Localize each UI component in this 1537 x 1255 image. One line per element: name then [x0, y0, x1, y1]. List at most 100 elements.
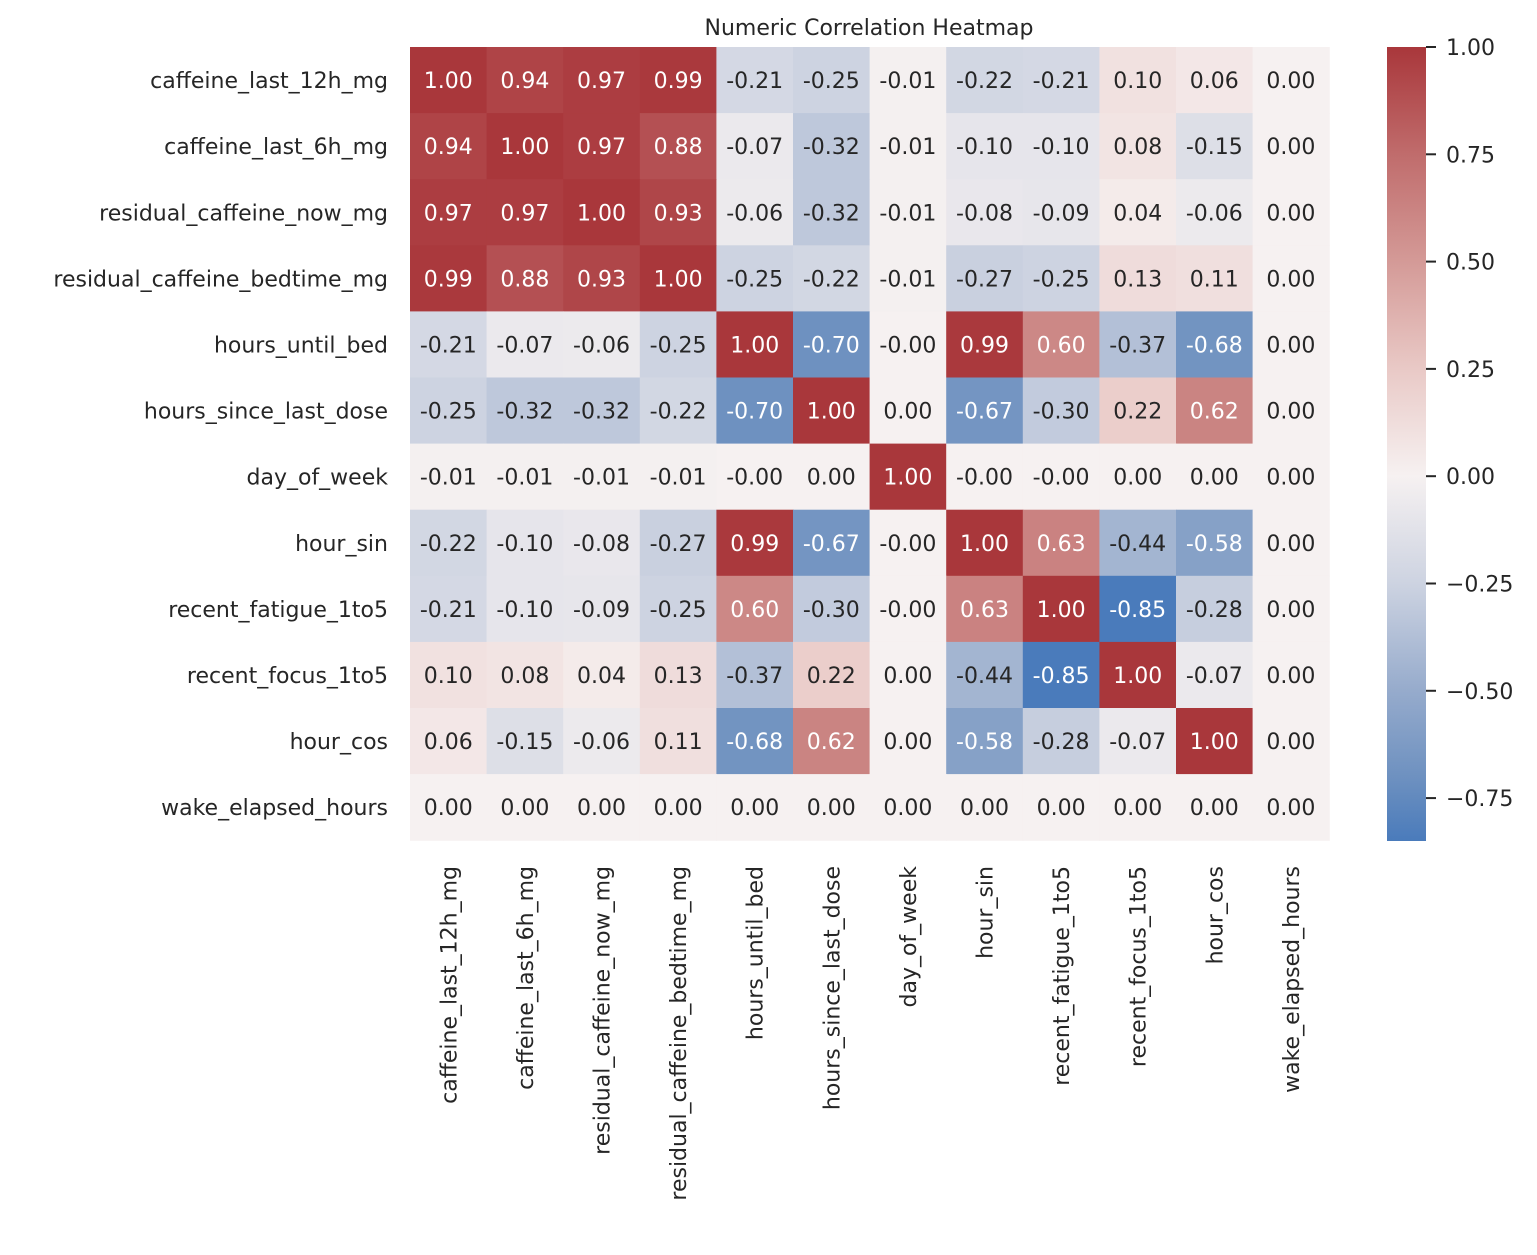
- heatmap-cell: [716, 311, 794, 379]
- cell-annotation: 0.97: [577, 135, 626, 160]
- cell-annotation: 1.00: [1113, 664, 1162, 689]
- heatmap-cell: [410, 774, 488, 841]
- heatmap-cell: [563, 708, 641, 775]
- heatmap-cell: [1252, 575, 1330, 643]
- heatmap-cell: [1252, 113, 1330, 180]
- heatmap-cell: [946, 311, 1024, 379]
- cell-annotation: 0.60: [730, 598, 779, 623]
- cell-annotation: 0.11: [654, 730, 703, 755]
- cell-annotation: 1.00: [500, 135, 549, 160]
- heatmap-cell: [1099, 245, 1177, 312]
- heatmap-cell: [1099, 575, 1177, 643]
- heatmap-cell: [793, 774, 871, 841]
- heatmap-cell: [946, 708, 1024, 775]
- x-tick-label: residual_caffeine_bedtime_mg: [667, 866, 692, 1201]
- cell-annotation: 0.00: [1266, 333, 1315, 358]
- x-tick-label: caffeine_last_12h_mg: [437, 866, 462, 1104]
- heatmap-cell: [1176, 179, 1254, 246]
- heatmap-cell: [563, 113, 641, 180]
- heatmap-cell: [716, 708, 794, 775]
- heatmap-cell: [946, 575, 1024, 643]
- cell-annotation: 0.10: [424, 664, 473, 689]
- heatmap-cell: [410, 311, 488, 379]
- heatmap-cell: [639, 575, 717, 643]
- cell-annotation: 0.00: [1266, 598, 1315, 623]
- heatmap-cell: [1022, 113, 1100, 180]
- cell-annotation: 0.10: [1113, 69, 1162, 94]
- cell-annotation: -0.25: [420, 400, 477, 425]
- y-tick-label: residual_caffeine_now_mg: [99, 201, 388, 226]
- cell-annotation: -0.09: [1033, 201, 1090, 226]
- colorbar-tick-label: 1.00: [1446, 36, 1495, 61]
- heatmap-cell: [486, 245, 564, 312]
- cell-annotation: -0.70: [726, 400, 783, 425]
- heatmap-cell: [869, 708, 947, 775]
- cell-annotation: -0.10: [496, 598, 553, 623]
- cell-annotation: 0.99: [960, 333, 1009, 358]
- cell-annotation: -0.07: [1186, 664, 1243, 689]
- heatmap-cell: [563, 509, 641, 577]
- cell-annotation: -0.00: [879, 598, 936, 623]
- cell-annotation: 0.06: [424, 730, 473, 755]
- heatmap-cell: [946, 47, 1024, 114]
- heatmap-cell: [563, 774, 641, 841]
- cell-annotation: -0.25: [650, 333, 707, 358]
- heatmap-cell: [486, 47, 564, 114]
- cell-annotation: 0.00: [1266, 267, 1315, 292]
- cell-annotation: 0.00: [883, 730, 932, 755]
- heatmap-cell: [1022, 47, 1100, 114]
- cell-annotation: 0.60: [1037, 333, 1086, 358]
- cell-annotation: -0.01: [650, 466, 707, 491]
- cell-annotation: -0.00: [1033, 466, 1090, 491]
- cell-annotation: 0.00: [1266, 201, 1315, 226]
- heatmap-cell: [869, 641, 947, 709]
- heatmap-cell: [716, 179, 794, 246]
- heatmap-cell: [1022, 179, 1100, 246]
- cell-annotation: 0.00: [807, 796, 856, 821]
- cell-annotation: 0.13: [654, 664, 703, 689]
- heatmap-cell: [793, 575, 871, 643]
- heatmap-cell: [639, 443, 717, 511]
- heatmap-cell: [1252, 443, 1330, 511]
- cell-annotation: 0.00: [1190, 796, 1239, 821]
- cell-annotation: 0.00: [807, 466, 856, 491]
- y-tick-label: caffeine_last_12h_mg: [150, 69, 388, 94]
- cell-annotation: 0.00: [1266, 466, 1315, 491]
- heatmap-cell: [1022, 509, 1100, 577]
- y-tick-label: hours_since_last_dose: [144, 400, 388, 425]
- x-tick-label: hours_since_last_dose: [820, 866, 845, 1110]
- y-tick-label: wake_elapsed_hours: [161, 796, 388, 821]
- cell-annotation: -0.32: [496, 400, 553, 425]
- heatmap-cell: [1022, 377, 1100, 445]
- chart-title: Numeric Correlation Heatmap: [705, 16, 1034, 41]
- heatmap-cell: [639, 47, 717, 114]
- heatmap-cell: [639, 641, 717, 709]
- cell-annotation: -0.21: [420, 598, 477, 623]
- cell-annotation: 1.00: [654, 267, 703, 292]
- cell-annotation: 0.00: [1037, 796, 1086, 821]
- heatmap-cell: [716, 641, 794, 709]
- cell-annotation: 0.88: [500, 267, 549, 292]
- cell-annotation: -0.06: [573, 333, 630, 358]
- heatmap-cell: [563, 575, 641, 643]
- cell-annotation: 0.00: [1266, 730, 1315, 755]
- cell-annotation: 0.93: [654, 201, 703, 226]
- heatmap-cell: [1022, 575, 1100, 643]
- heatmap-cell: [1252, 641, 1330, 709]
- x-tick-label: day_of_week: [897, 866, 922, 1008]
- colorbar: [1387, 47, 1426, 841]
- x-tick-label: hour_sin: [974, 866, 999, 959]
- heatmap-cell: [486, 179, 564, 246]
- heatmap-cell: [793, 245, 871, 312]
- heatmap-cell: [1099, 509, 1177, 577]
- heatmap-cell: [946, 774, 1024, 841]
- heatmap-cell: [1022, 641, 1100, 709]
- cell-annotation: -0.37: [726, 664, 783, 689]
- cell-annotation: 0.00: [883, 796, 932, 821]
- heatmap-cell: [1099, 708, 1177, 775]
- heatmap-cell: [716, 245, 794, 312]
- heatmap-cell: [716, 509, 794, 577]
- heatmap-cell: [1022, 443, 1100, 511]
- cell-annotation: 0.88: [654, 135, 703, 160]
